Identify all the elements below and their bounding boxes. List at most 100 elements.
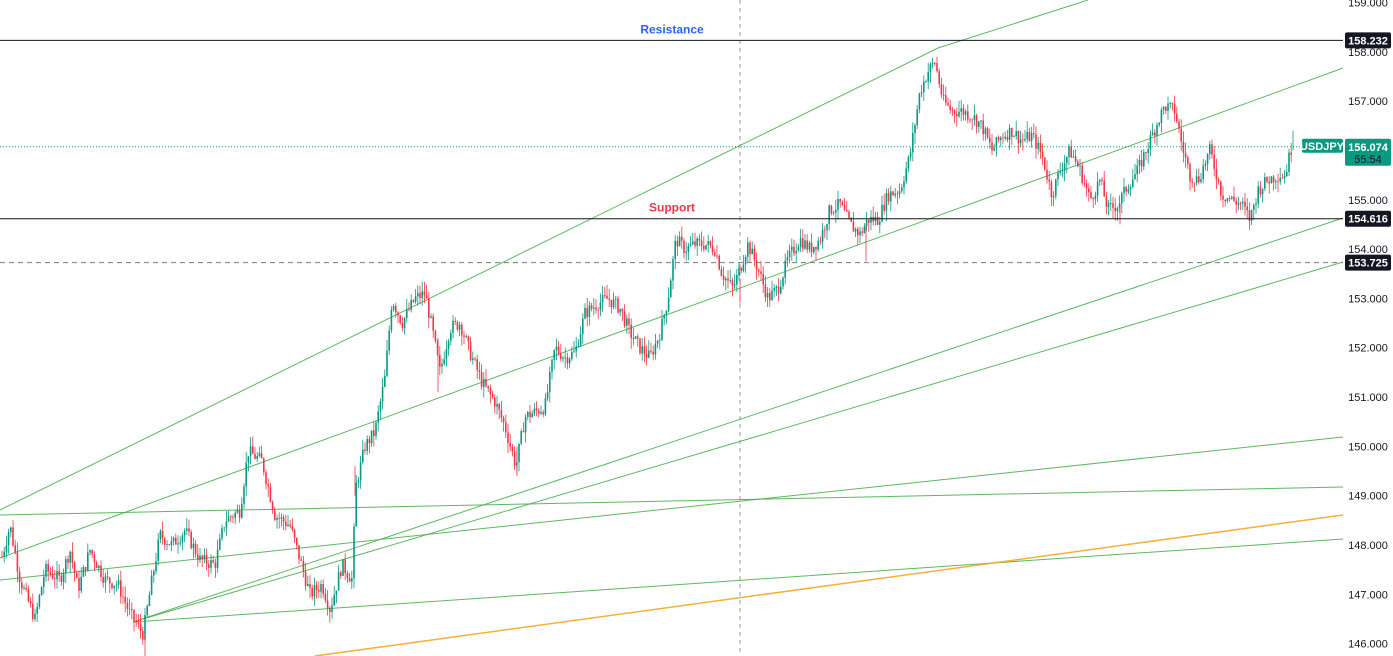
candle-body — [852, 221, 855, 232]
price-axis[interactable]: 146.000 147.000 148.000 149.000 150.000 151.0… — [1343, 0, 1393, 656]
candle-body — [238, 509, 241, 518]
candle-body — [135, 620, 137, 623]
candle-body — [1099, 179, 1101, 182]
candle-body — [115, 584, 118, 586]
candle-body — [892, 191, 894, 196]
candle-body — [795, 250, 797, 254]
candle-body — [1037, 142, 1039, 149]
candle-body — [1123, 186, 1125, 194]
candle-body — [546, 391, 549, 399]
trend-line[interactable] — [0, 486, 1344, 516]
candle-body — [522, 431, 525, 433]
candle-body — [1127, 188, 1130, 192]
candle-body — [249, 446, 252, 457]
candle-body — [1090, 192, 1092, 199]
candle-body — [1066, 157, 1068, 164]
candle-body — [1180, 128, 1182, 142]
candle-body — [296, 538, 298, 546]
candle-body — [606, 295, 608, 299]
candle-body — [124, 596, 126, 603]
candle-body — [1268, 181, 1270, 184]
candle-body — [289, 524, 291, 527]
candle-body — [663, 315, 665, 319]
candle-body — [914, 125, 916, 134]
candle-body — [137, 622, 140, 624]
candle-body — [916, 109, 918, 126]
candle-body — [463, 335, 465, 337]
candle-body — [122, 596, 124, 598]
candle-body — [542, 412, 544, 415]
candle-body — [298, 545, 300, 560]
price-tick-label: 155.000 — [1348, 195, 1388, 207]
candle-body — [652, 351, 654, 355]
candle-body — [370, 430, 373, 444]
candle-body — [898, 191, 901, 195]
candle-body — [1182, 141, 1185, 153]
candle-body — [692, 241, 694, 245]
candle-body — [1085, 183, 1088, 189]
candle-body — [1209, 144, 1211, 155]
candle-body — [78, 578, 80, 591]
candle-body — [56, 571, 58, 580]
trend-line[interactable] — [132, 217, 1344, 623]
candle-body — [973, 115, 976, 120]
candle-body — [456, 321, 459, 330]
candle-body — [447, 341, 450, 350]
candle-body — [967, 111, 969, 120]
symbol-tag-text: USDJPY — [1300, 141, 1345, 153]
candle-body — [1121, 193, 1123, 204]
candle-body — [71, 551, 74, 563]
candle-body — [619, 308, 621, 313]
trend-line[interactable] — [132, 261, 1344, 623]
candle-body — [1193, 182, 1196, 184]
candle-body — [1259, 186, 1262, 195]
candle-body — [630, 324, 632, 339]
candle-body — [956, 113, 958, 117]
candle-body — [179, 542, 181, 544]
candle-body — [1024, 138, 1026, 141]
candle-body — [113, 585, 115, 588]
candle-body — [824, 229, 826, 231]
candle-body — [753, 248, 756, 261]
candle-body — [588, 305, 591, 318]
candle-body — [467, 336, 470, 342]
candle-body — [406, 309, 408, 318]
horizontal-levels[interactable]: Resistance Support — [0, 22, 1343, 264]
trend-line[interactable] — [0, 0, 1089, 511]
last-price-tag-bg — [1345, 138, 1391, 166]
price-tick-label: 151.000 — [1348, 392, 1388, 404]
level-price-tag-text: 153.725 — [1348, 258, 1388, 270]
candle-body — [764, 284, 767, 298]
candle-body — [1167, 103, 1169, 111]
candle-body — [582, 318, 584, 334]
trend-lines[interactable] — [0, 0, 1344, 656]
candle-body — [788, 250, 791, 258]
trend-line[interactable] — [314, 514, 1344, 656]
candle-body — [780, 286, 782, 294]
candle-body — [1158, 122, 1160, 126]
candle-body — [128, 608, 131, 610]
candle-body — [304, 571, 307, 586]
candle-body — [817, 240, 819, 250]
candle-body — [254, 453, 256, 459]
candle-body — [500, 409, 503, 418]
candle-body — [1116, 207, 1119, 212]
candle-body — [1231, 196, 1233, 199]
trend-line[interactable] — [0, 67, 1344, 559]
candle-body — [555, 346, 558, 351]
trend-line[interactable] — [0, 436, 1344, 581]
candle-body — [120, 580, 122, 597]
candle-body — [1250, 209, 1253, 221]
candle-body — [1226, 198, 1229, 202]
candle-body — [1030, 133, 1033, 142]
candle-body — [1169, 103, 1171, 104]
candle-body — [150, 575, 153, 595]
candle-body — [755, 260, 758, 270]
candle-body — [648, 350, 650, 358]
candle-body — [791, 246, 793, 251]
candle-body — [146, 606, 148, 615]
candle-body — [203, 554, 206, 560]
trend-line[interactable] — [132, 538, 1344, 623]
candle-body — [1033, 133, 1035, 135]
